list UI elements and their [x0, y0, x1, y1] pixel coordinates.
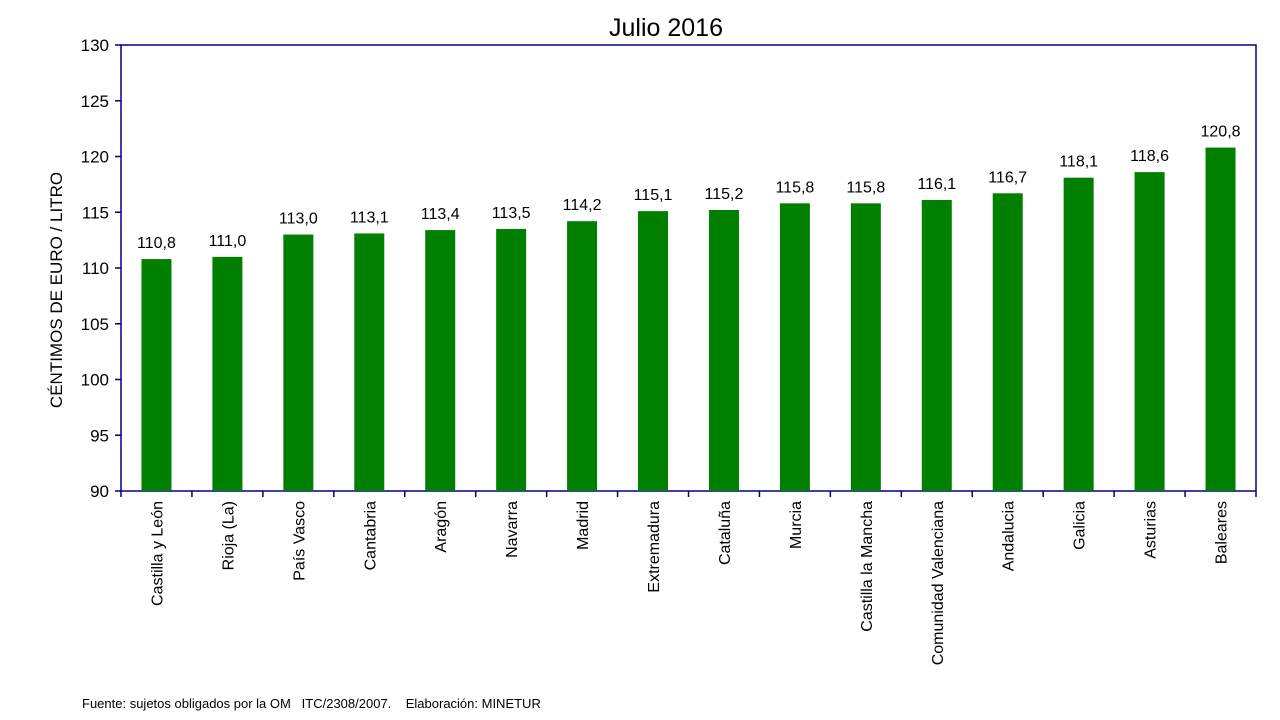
bar: [850, 203, 881, 491]
data-label: 115,8: [775, 179, 814, 196]
data-label: 116,1: [917, 176, 956, 193]
bar: [354, 233, 385, 491]
y-tick-label: 120: [81, 148, 109, 167]
y-tick-label: 90: [90, 482, 109, 501]
bar: [1063, 177, 1094, 491]
source-note: Fuente: sujetos obligados por la OM ITC/…: [82, 696, 541, 711]
bar: [141, 259, 172, 491]
data-label: 113,4: [421, 206, 460, 223]
data-label: 114,2: [563, 197, 602, 214]
x-category-label: Murcia: [788, 501, 805, 549]
data-label: 118,6: [1130, 148, 1169, 165]
x-category-label: Aragón: [433, 501, 450, 553]
x-category-label: Baleares: [1214, 501, 1231, 564]
bar: [921, 199, 952, 492]
data-label: 113,5: [492, 205, 531, 222]
plot-area: 90 95 100 105 110 115 120 125 130 110,8 Castilla y…: [81, 36, 1257, 665]
bar: [425, 230, 456, 491]
data-label: 113,1: [350, 209, 389, 226]
bar: [779, 203, 810, 491]
x-category-label: Galicia: [1072, 501, 1089, 550]
bar: [496, 228, 527, 491]
y-tick-label: 125: [81, 92, 109, 111]
bar: [992, 193, 1023, 492]
bar: [567, 221, 598, 492]
data-label: 113,0: [279, 211, 318, 228]
x-category-label: Asturias: [1143, 501, 1160, 559]
data-label: 115,2: [705, 186, 744, 203]
x-category-label: Extremadura: [646, 501, 663, 593]
y-tick-label: 95: [90, 426, 109, 445]
x-category-label: Cataluña: [717, 501, 734, 565]
data-label: 120,8: [1201, 124, 1241, 141]
x-category-label: País Vasco: [291, 501, 308, 581]
data-label: 116,7: [988, 169, 1027, 186]
chart-title: Julio 2016: [609, 14, 723, 42]
y-axis-label: CÉNTIMOS DE EURO / LITRO: [47, 172, 66, 408]
bar: [1134, 172, 1165, 492]
x-category-label: Comunidad Valenciana: [930, 501, 947, 665]
x-category-label: Castilla la Mancha: [859, 501, 876, 632]
y-tick-label: 110: [82, 259, 109, 278]
data-label: 110,8: [137, 235, 176, 252]
y-tick-label: 115: [82, 203, 109, 222]
x-category-label: Navarra: [504, 501, 521, 558]
y-tick-label: 100: [81, 371, 109, 390]
data-label: 115,8: [846, 179, 885, 196]
data-label: 118,1: [1059, 154, 1098, 171]
x-category-label: Castilla y León: [149, 501, 166, 606]
bar: [708, 210, 739, 491]
x-category-label: Madrid: [575, 501, 592, 550]
bar: [212, 256, 243, 491]
x-category-label: Cantabria: [362, 501, 379, 570]
bar: [1205, 147, 1236, 491]
bar: [283, 234, 314, 492]
y-tick-label: 130: [81, 36, 109, 55]
data-label: 115,1: [634, 187, 673, 204]
data-label: 111,0: [209, 233, 247, 250]
bar: [638, 211, 669, 491]
x-category-label: Rioja (La): [220, 501, 237, 570]
y-tick-label: 105: [81, 315, 109, 334]
x-category-label: Andalucia: [1001, 501, 1018, 571]
